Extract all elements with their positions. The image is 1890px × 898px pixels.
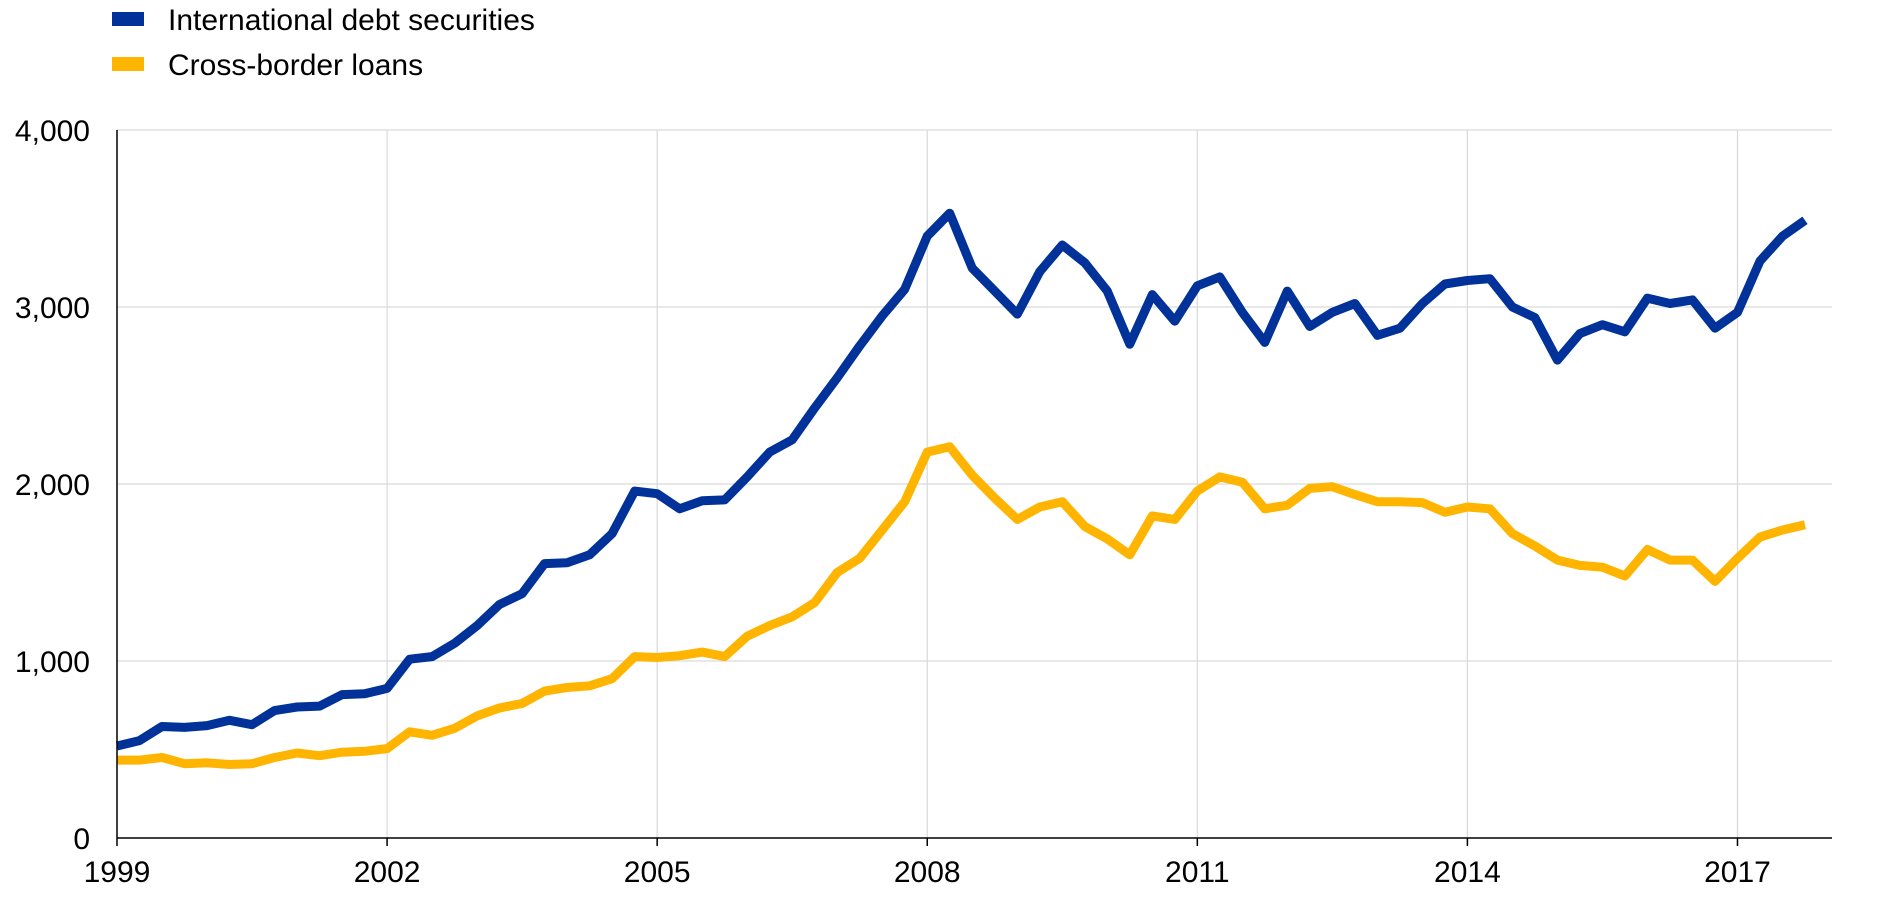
x-tick-label: 2008 xyxy=(894,856,961,889)
x-tick-label: 2005 xyxy=(624,856,691,889)
x-tick-label: 2002 xyxy=(354,856,421,889)
legend-swatch-cross-border-loans xyxy=(112,57,144,71)
series-line-cross-border-loans xyxy=(117,442,1807,769)
x-gridlines xyxy=(116,130,1739,846)
series-lines xyxy=(115,208,1808,769)
legend-label-debt-securities: International debt securities xyxy=(168,4,535,37)
legend: International debt securities Cross-bord… xyxy=(112,4,535,82)
series-line-debt-securities xyxy=(115,208,1808,751)
y-tick-labels: 0 1,000 2,000 3,000 4,000 xyxy=(15,115,90,856)
x-tick-labels: 1999 2002 2005 2008 2011 2014 2017 xyxy=(84,856,1771,889)
y-tick-label: 2,000 xyxy=(15,469,90,502)
y-tick-label: 0 xyxy=(73,823,90,856)
x-tick-label: 1999 xyxy=(84,856,151,889)
x-tick-label: 2014 xyxy=(1434,856,1501,889)
legend-swatch-debt-securities xyxy=(112,12,144,26)
y-tick-label: 4,000 xyxy=(15,115,90,148)
x-tick-label: 2017 xyxy=(1704,856,1771,889)
y-tick-label: 1,000 xyxy=(15,646,90,679)
x-tick-label: 2011 xyxy=(1165,856,1230,889)
y-tick-label: 3,000 xyxy=(15,292,90,325)
gridlines xyxy=(117,129,1832,662)
legend-label-cross-border-loans: Cross-border loans xyxy=(168,49,423,82)
